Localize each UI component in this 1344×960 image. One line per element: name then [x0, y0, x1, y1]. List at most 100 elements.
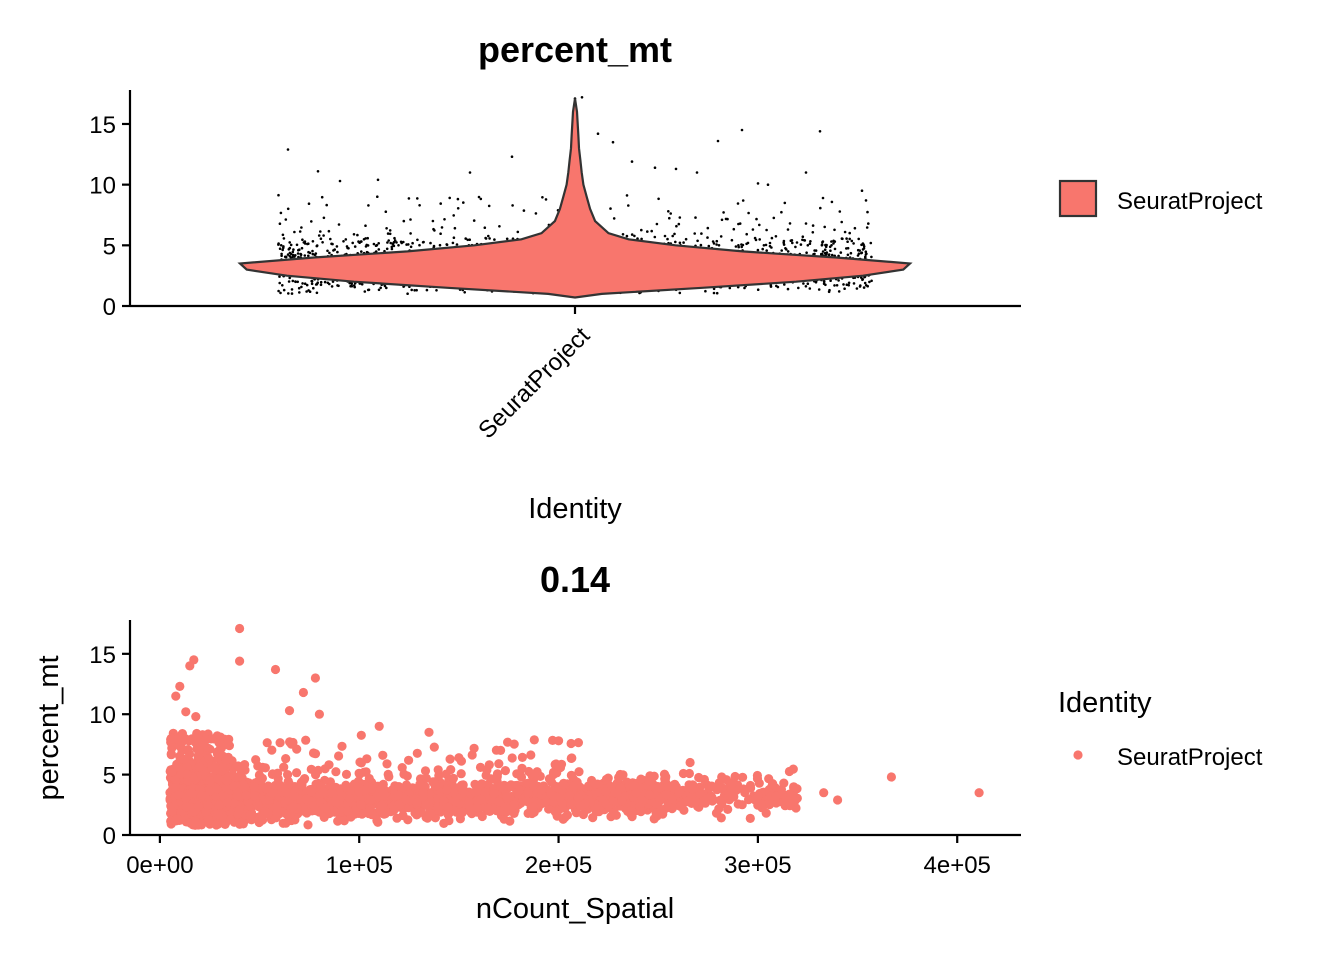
- violin-jitter-point: [732, 227, 736, 231]
- scatter-point: [240, 760, 250, 770]
- violin-jitter-point: [621, 233, 625, 236]
- violin-jitter-point: [667, 210, 670, 213]
- violin-jitter-point: [351, 241, 355, 245]
- scatter-point: [194, 745, 204, 756]
- scatter-point: [372, 815, 382, 826]
- violin-jitter-point: [330, 242, 333, 246]
- violin-jitter-point: [806, 282, 810, 286]
- violin-jitter-point: [364, 224, 367, 227]
- scatter-point: [378, 779, 388, 790]
- scatter-point: [203, 815, 214, 825]
- scatter-point: [576, 801, 586, 811]
- violin-jitter-point: [438, 243, 442, 247]
- scatter-point: [222, 776, 232, 786]
- violin-jitter-point: [463, 291, 467, 294]
- violin-y-tick-label: 5: [103, 233, 116, 260]
- violin-jitter-point: [799, 243, 803, 246]
- violin-jitter-point: [785, 248, 788, 251]
- violin-jitter-point: [782, 243, 786, 246]
- violin-jitter-point: [677, 222, 681, 226]
- scatter-point: [433, 765, 443, 775]
- violin-jitter-point: [669, 212, 672, 215]
- violin-jitter-point: [795, 241, 799, 244]
- scatter-point: [745, 813, 755, 824]
- violin-jitter-point: [782, 239, 786, 243]
- violin-jitter-point: [335, 245, 339, 248]
- violin-jitter-point: [498, 225, 501, 228]
- violin-jitter-point: [846, 246, 850, 250]
- violin-jitter-point: [289, 243, 293, 247]
- violin-jitter-point: [860, 243, 863, 247]
- violin-jitter-point: [728, 286, 732, 290]
- scatter-point: [707, 796, 718, 806]
- violin-jitter-point: [295, 243, 299, 247]
- scatter-point: [183, 745, 193, 755]
- violin-jitter-point: [453, 226, 457, 230]
- violin-jitter-point: [435, 289, 438, 292]
- violin-jitter-point: [456, 197, 460, 201]
- scatter-point: [631, 788, 641, 798]
- violin-jitter-point: [780, 210, 783, 214]
- scatter-point: [279, 762, 289, 772]
- scatter-point: [389, 805, 399, 815]
- scatter-point: [590, 779, 600, 789]
- violin-jitter-point: [864, 255, 867, 258]
- violin-jitter-point: [809, 240, 812, 243]
- scatter-point: [477, 811, 487, 822]
- violin-jitter-point: [765, 228, 768, 232]
- scatter-point: [412, 797, 422, 807]
- violin-jitter-point: [846, 253, 850, 257]
- violin-jitter-point: [827, 253, 831, 256]
- violin-jitter-point: [319, 283, 323, 287]
- violin-jitter-point: [409, 232, 412, 235]
- violin-jitter-point: [671, 234, 674, 238]
- scatter-point: [292, 768, 302, 778]
- scatter-point: [678, 768, 689, 779]
- violin-jitter-point: [794, 245, 797, 249]
- violin-jitter-point: [848, 231, 851, 235]
- scatter-point: [472, 803, 482, 813]
- scatter-point: [614, 772, 624, 783]
- violin-jitter-point: [298, 291, 301, 294]
- violin-jitter-point: [287, 280, 291, 283]
- scatter-point: [249, 791, 259, 801]
- violin-jitter-point: [673, 232, 676, 236]
- violin-jitter-point: [279, 211, 283, 215]
- scatter-points: [165, 623, 984, 830]
- violin-jitter-point: [847, 281, 851, 285]
- violin-jitter-point: [281, 284, 284, 287]
- violin-jitter-point: [388, 232, 392, 236]
- violin-jitter-point: [829, 249, 832, 252]
- violin-jitter-point: [786, 228, 790, 231]
- scatter-point: [738, 772, 748, 782]
- violin-jitter-point: [321, 241, 324, 244]
- violin-jitter-point: [837, 290, 841, 293]
- violin-jitter-point: [385, 247, 389, 251]
- scatter-point: [324, 760, 334, 770]
- violin-jitter-point: [372, 242, 376, 246]
- violin-jitter-point: [862, 243, 865, 246]
- scatter-point: [205, 776, 215, 786]
- violin-jitter-point: [674, 167, 678, 171]
- violin-jitter-point: [455, 243, 459, 246]
- violin-jitter-point: [848, 237, 851, 241]
- violin-jitter-point: [353, 245, 357, 248]
- violin-jitter-point: [416, 197, 419, 200]
- violin-jitter-point: [409, 218, 412, 221]
- violin-jitter-point: [400, 241, 404, 245]
- scatter-point: [182, 769, 192, 779]
- violin-jitter-point: [305, 290, 308, 293]
- violin-jitter-point: [833, 247, 837, 251]
- scatter-point: [258, 762, 268, 772]
- scatter-point: [314, 709, 324, 719]
- violin-jitter-point: [415, 288, 418, 292]
- violin-jitter-point: [364, 237, 367, 240]
- scatter-point: [310, 673, 320, 683]
- violin-jitter-point: [678, 291, 682, 295]
- violin-jitter-point: [328, 282, 331, 286]
- scatter-point: [714, 804, 724, 814]
- violin-jitter-point: [279, 244, 283, 247]
- violin-jitter-point: [468, 171, 472, 174]
- scatter-point: [886, 772, 897, 782]
- violin-jitter-point: [715, 291, 719, 295]
